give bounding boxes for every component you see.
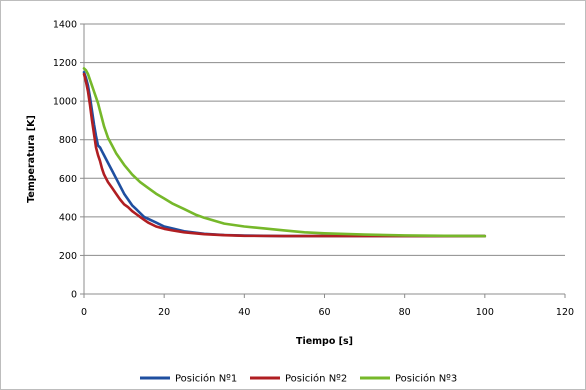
series-line-3: [82, 67, 487, 238]
legend-label-1: Posición Nº1: [175, 373, 237, 385]
y-tick-label: 1000: [53, 97, 77, 108]
plot-area: [80, 23, 566, 298]
y-tick-label: 1400: [53, 20, 77, 31]
x-tick-label: 20: [158, 307, 170, 318]
series-lines: [82, 67, 487, 238]
y-tick-label: 400: [59, 212, 77, 223]
y-tick-label: 200: [59, 251, 77, 262]
y-tick-labels: 0 200 400 600 800 1000 1200 1400: [53, 20, 77, 301]
series-line-1: [82, 70, 487, 238]
x-axis-title: Tiempo [s]: [296, 336, 353, 347]
x-tick-label: 100: [476, 307, 494, 318]
y-axis-title: Temperatura [K]: [26, 115, 37, 203]
legend-label-2: Posición Nº2: [285, 373, 347, 385]
x-tick-label: 0: [81, 307, 87, 318]
gridlines: [84, 23, 565, 256]
y-tick-label: 1200: [53, 58, 77, 69]
x-tick-label: 60: [318, 307, 330, 318]
y-tick-label: 0: [71, 290, 77, 301]
legend-label-3: Posición Nº3: [395, 373, 457, 385]
x-tick-labels: 0 20 40 60 80 100 120: [81, 307, 574, 318]
x-tick-label: 80: [399, 307, 411, 318]
x-tick-label: 40: [238, 307, 250, 318]
legend: Posición Nº1 Posición Nº2 Posición Nº3: [140, 373, 457, 385]
x-tick-label: 120: [556, 307, 574, 318]
y-tick-label: 800: [59, 135, 77, 146]
series-line-2: [82, 72, 487, 238]
y-tick-label: 600: [59, 174, 77, 185]
